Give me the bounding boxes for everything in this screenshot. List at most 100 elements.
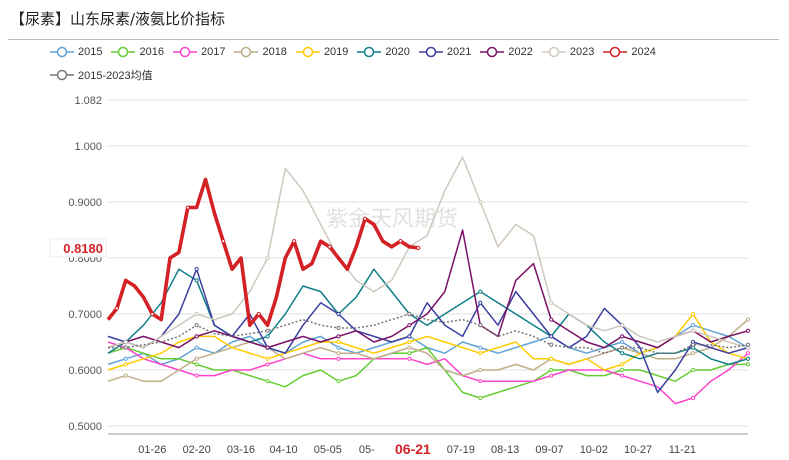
x-tick-label: 10-27 [624, 444, 652, 456]
data-point [265, 362, 270, 367]
data-point [265, 255, 270, 261]
x-tick-label: 02-20 [183, 444, 211, 456]
x-tick-label: 05-05 [314, 444, 342, 456]
legend-item[interactable]: 2018 [234, 44, 287, 60]
data-point [256, 311, 261, 317]
data-point [478, 367, 483, 373]
legend-item[interactable]: 2021 [418, 44, 472, 60]
data-point [549, 317, 554, 322]
legend-item[interactable]: 2017 [172, 44, 226, 60]
data-point [549, 356, 554, 361]
series-2024 [106, 177, 421, 328]
legend-item[interactable]: 2015 [50, 44, 102, 60]
legend-item[interactable]: 2022 [480, 44, 533, 60]
series-line [107, 341, 749, 405]
data-point [549, 342, 554, 347]
data-point [123, 362, 128, 367]
data-point [478, 300, 483, 305]
legend-label: 2021 [446, 46, 472, 58]
y-tick-label: 0.5000 [68, 421, 102, 433]
data-point [745, 342, 751, 347]
y-tick-label: 0.7000 [68, 309, 102, 321]
legend-label: 2017 [200, 46, 226, 58]
data-point [620, 339, 625, 345]
data-point [745, 317, 751, 322]
data-point [194, 373, 199, 378]
data-point [690, 351, 696, 356]
data-point [194, 362, 199, 367]
legend-label: 2019 [323, 46, 349, 58]
data-point [549, 300, 554, 305]
data-point [398, 239, 403, 244]
series-line [107, 229, 749, 349]
legend-item[interactable]: 2019 [295, 44, 349, 60]
data-point [549, 334, 554, 339]
data-point [114, 306, 119, 311]
series-2015 [107, 323, 751, 366]
data-point [292, 239, 297, 244]
legend-item[interactable]: 2020 [357, 44, 410, 60]
legend-item[interactable]: 2023 [541, 44, 595, 60]
data-point [407, 311, 412, 317]
y-tick-label: 0.6000 [68, 365, 102, 377]
data-point [336, 351, 341, 356]
legend-swatch-icon [50, 46, 74, 58]
data-point [478, 379, 483, 384]
data-point [745, 328, 751, 333]
y-tick-label: 1.082 [74, 95, 102, 107]
data-point [123, 345, 128, 350]
data-point [150, 311, 155, 317]
legend-swatch-icon [480, 46, 505, 58]
current-value-label: 0.8180 [63, 241, 103, 256]
data-point [123, 356, 128, 361]
series-line [107, 324, 749, 366]
data-point [265, 334, 270, 339]
data-point [549, 373, 554, 378]
data-point [265, 356, 270, 361]
data-point [620, 323, 625, 328]
data-point [620, 345, 625, 350]
x-tick-label: 01-26 [138, 444, 166, 456]
data-point [123, 373, 128, 378]
data-point [690, 342, 696, 347]
data-point [478, 289, 483, 294]
data-point [336, 325, 341, 331]
legend-label: 2023 [569, 46, 595, 58]
legend-swatch-icon [234, 46, 259, 58]
x-tick-label: 11-21 [669, 444, 696, 456]
data-point [620, 373, 625, 378]
legend-swatch-icon [295, 46, 320, 58]
data-point [690, 328, 696, 333]
legend-item[interactable]: 2016 [111, 44, 164, 60]
data-point [407, 351, 412, 356]
data-point [336, 339, 341, 345]
data-point [336, 345, 341, 350]
legend-item[interactable]: 2024 [603, 44, 656, 60]
data-point [336, 356, 341, 361]
data-point [620, 367, 625, 373]
legend-label: 2018 [262, 46, 287, 58]
data-point [478, 345, 483, 350]
series-line [107, 346, 748, 399]
data-point [194, 323, 199, 328]
x-tick-label: 04-10 [269, 444, 297, 456]
data-point [478, 395, 483, 401]
series-line [107, 156, 749, 349]
data-point [407, 339, 412, 345]
data-point [194, 334, 199, 339]
series-line [106, 177, 419, 328]
data-point [549, 367, 554, 373]
y-tick-label: 1.000 [74, 141, 102, 153]
data-point [620, 362, 625, 367]
legend-label: 2022 [508, 46, 533, 58]
data-point [362, 216, 368, 221]
data-point [265, 328, 270, 333]
data-point [265, 345, 270, 350]
x-tick-label: 05- [359, 444, 375, 456]
legend-item[interactable]: 2015-2023均值 [50, 67, 153, 83]
legend-swatch-icon [418, 46, 443, 58]
series-line [107, 313, 749, 371]
chart-title: 【尿素】山东尿素/液氨比价指标 [10, 10, 226, 28]
legend: 2015 2016 2017 2018 2019 2020 2021 2022 2023 2024… [50, 44, 770, 90]
